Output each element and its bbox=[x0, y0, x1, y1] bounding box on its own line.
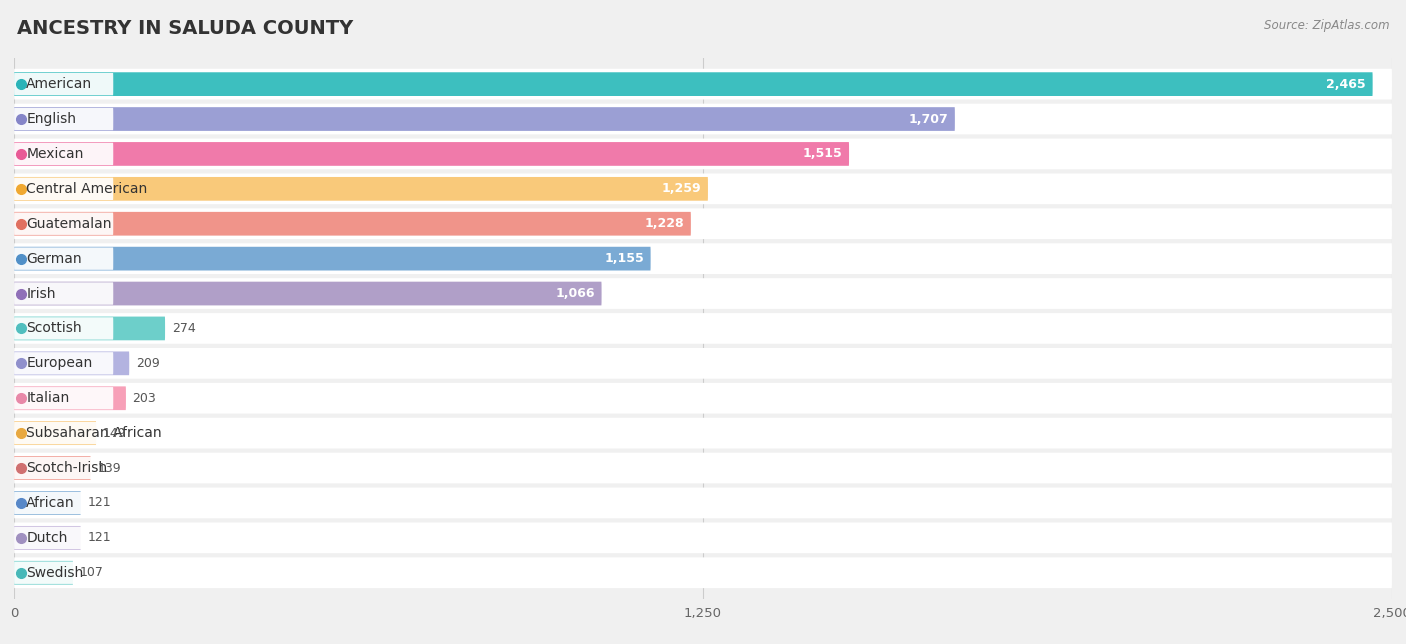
FancyBboxPatch shape bbox=[14, 383, 1392, 413]
Text: Guatemalan: Guatemalan bbox=[27, 217, 111, 231]
FancyBboxPatch shape bbox=[14, 178, 114, 200]
Text: English: English bbox=[27, 112, 76, 126]
Text: 1,228: 1,228 bbox=[644, 217, 685, 231]
FancyBboxPatch shape bbox=[14, 562, 114, 584]
Text: 203: 203 bbox=[132, 392, 156, 404]
FancyBboxPatch shape bbox=[14, 173, 1392, 204]
FancyBboxPatch shape bbox=[14, 488, 1392, 518]
FancyBboxPatch shape bbox=[14, 177, 709, 201]
Text: German: German bbox=[27, 252, 82, 265]
Text: 107: 107 bbox=[80, 566, 104, 579]
Text: Scottish: Scottish bbox=[27, 321, 82, 336]
Text: Scotch-Irish: Scotch-Irish bbox=[27, 461, 107, 475]
FancyBboxPatch shape bbox=[14, 108, 114, 130]
Text: 209: 209 bbox=[136, 357, 160, 370]
FancyBboxPatch shape bbox=[14, 558, 1392, 588]
Text: African: African bbox=[27, 496, 75, 510]
FancyBboxPatch shape bbox=[14, 143, 114, 165]
Text: Subsaharan African: Subsaharan African bbox=[27, 426, 162, 440]
Text: Dutch: Dutch bbox=[27, 531, 67, 545]
FancyBboxPatch shape bbox=[14, 212, 690, 236]
FancyBboxPatch shape bbox=[14, 526, 80, 550]
Text: 1,515: 1,515 bbox=[803, 147, 842, 160]
FancyBboxPatch shape bbox=[14, 278, 1392, 309]
FancyBboxPatch shape bbox=[14, 247, 114, 270]
Text: European: European bbox=[27, 356, 93, 370]
FancyBboxPatch shape bbox=[14, 352, 114, 375]
FancyBboxPatch shape bbox=[14, 313, 1392, 344]
FancyBboxPatch shape bbox=[14, 72, 1372, 96]
FancyBboxPatch shape bbox=[14, 491, 80, 515]
FancyBboxPatch shape bbox=[14, 492, 114, 514]
FancyBboxPatch shape bbox=[14, 386, 127, 410]
Text: Source: ZipAtlas.com: Source: ZipAtlas.com bbox=[1264, 19, 1389, 32]
FancyBboxPatch shape bbox=[14, 213, 114, 235]
FancyBboxPatch shape bbox=[14, 352, 129, 375]
FancyBboxPatch shape bbox=[14, 348, 1392, 379]
FancyBboxPatch shape bbox=[14, 107, 955, 131]
FancyBboxPatch shape bbox=[14, 282, 114, 305]
FancyBboxPatch shape bbox=[14, 317, 165, 340]
FancyBboxPatch shape bbox=[14, 281, 602, 305]
FancyBboxPatch shape bbox=[14, 561, 73, 585]
Text: American: American bbox=[27, 77, 93, 91]
FancyBboxPatch shape bbox=[14, 456, 90, 480]
FancyBboxPatch shape bbox=[14, 418, 1392, 448]
Text: Swedish: Swedish bbox=[27, 565, 83, 580]
Text: 1,155: 1,155 bbox=[605, 252, 644, 265]
FancyBboxPatch shape bbox=[14, 421, 96, 445]
FancyBboxPatch shape bbox=[14, 457, 114, 479]
FancyBboxPatch shape bbox=[14, 527, 114, 549]
FancyBboxPatch shape bbox=[14, 138, 1392, 169]
Text: 1,066: 1,066 bbox=[555, 287, 595, 300]
Text: 1,259: 1,259 bbox=[662, 182, 702, 195]
Text: 2,465: 2,465 bbox=[1326, 78, 1367, 91]
FancyBboxPatch shape bbox=[14, 104, 1392, 135]
FancyBboxPatch shape bbox=[14, 422, 114, 444]
FancyBboxPatch shape bbox=[14, 209, 1392, 239]
FancyBboxPatch shape bbox=[14, 69, 1392, 99]
FancyBboxPatch shape bbox=[14, 73, 114, 95]
FancyBboxPatch shape bbox=[14, 317, 114, 339]
Text: Italian: Italian bbox=[27, 392, 69, 405]
Text: 1,707: 1,707 bbox=[908, 113, 948, 126]
FancyBboxPatch shape bbox=[14, 387, 114, 410]
FancyBboxPatch shape bbox=[14, 243, 1392, 274]
Text: Mexican: Mexican bbox=[27, 147, 83, 161]
Text: Irish: Irish bbox=[27, 287, 56, 301]
Text: 121: 121 bbox=[87, 497, 111, 509]
Text: 149: 149 bbox=[103, 426, 127, 440]
FancyBboxPatch shape bbox=[14, 142, 849, 166]
FancyBboxPatch shape bbox=[14, 522, 1392, 553]
Text: ANCESTRY IN SALUDA COUNTY: ANCESTRY IN SALUDA COUNTY bbox=[17, 19, 353, 39]
Text: 139: 139 bbox=[97, 462, 121, 475]
Text: Central American: Central American bbox=[27, 182, 148, 196]
Text: 274: 274 bbox=[172, 322, 195, 335]
FancyBboxPatch shape bbox=[14, 247, 651, 270]
FancyBboxPatch shape bbox=[14, 453, 1392, 484]
Text: 121: 121 bbox=[87, 531, 111, 544]
